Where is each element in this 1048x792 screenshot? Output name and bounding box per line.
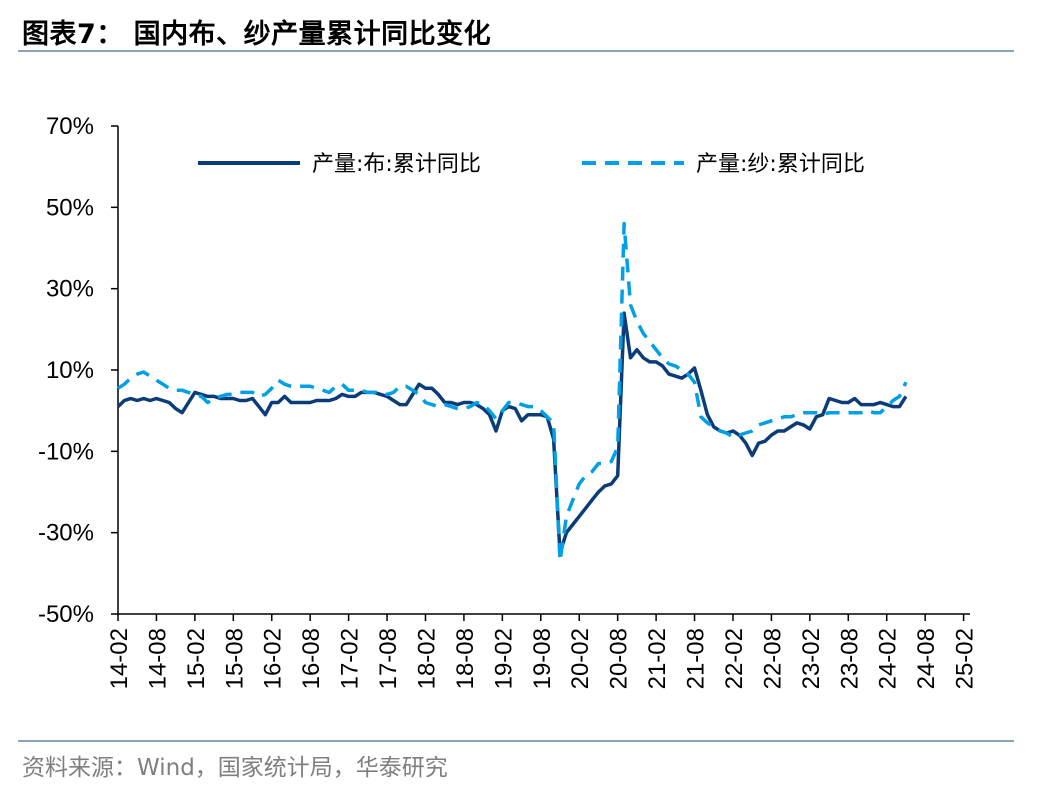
x-tick-label: 22-08: [759, 628, 786, 689]
y-tick-label: 30%: [46, 276, 94, 303]
chart-legend: 产量:布:累计同比 产量:纱:累计同比: [198, 152, 865, 177]
x-tick-label: 14-02: [106, 628, 133, 689]
legend-label: 产量:布:累计同比: [312, 152, 481, 177]
x-tick-label: 21-02: [644, 628, 671, 689]
x-tick-label: 16-02: [260, 628, 287, 689]
x-tick-label: 23-08: [836, 628, 863, 689]
x-tick-label: 17-02: [337, 628, 364, 689]
x-tick-label: 25-02: [952, 628, 979, 689]
x-tick-label: 18-08: [452, 628, 479, 689]
series-cloth-line: [116, 311, 908, 555]
y-tick-label: 50%: [46, 194, 94, 221]
title-divider: [18, 50, 1014, 52]
x-tick-label: 23-02: [798, 628, 825, 689]
y-tick-label: -30%: [38, 520, 94, 547]
source-divider: [18, 740, 1014, 742]
x-tick-label: 21-08: [683, 628, 710, 689]
x-tick-label: 14-08: [144, 628, 171, 689]
x-tick-label: 15-08: [221, 628, 248, 689]
y-tick-label: 10%: [46, 357, 94, 384]
x-tick-label: 20-02: [567, 628, 594, 689]
y-tick-label: -50%: [38, 601, 94, 628]
x-tick-label: 22-02: [721, 628, 748, 689]
line-chart: 70% 50% 30% 10% -10% -30% -50% 14-02 14-08 15-02 1…: [38, 113, 979, 689]
legend-label: 产量:纱:累计同比: [696, 152, 865, 177]
x-tick-label: 17-08: [375, 628, 402, 689]
figure-title: 图表7： 国内布、纱产量累计同比变化: [22, 19, 492, 50]
x-tick-label: 16-08: [298, 628, 325, 689]
y-tick-label: 70%: [46, 113, 94, 140]
x-tick-label: 19-02: [490, 628, 517, 689]
series-layer: [116, 221, 908, 563]
y-tick-label: -10%: [38, 438, 94, 465]
x-tick-label: 24-08: [913, 628, 940, 689]
series-yarn-line: [117, 221, 908, 563]
x-tick-label: 15-02: [183, 628, 210, 689]
x-tick-label: 20-08: [606, 628, 633, 689]
x-tick-label: 18-02: [413, 628, 440, 689]
chart-axes: 70% 50% 30% 10% -10% -30% -50% 14-02 14-08 15-02 1…: [38, 113, 979, 689]
source-note: 资料来源：Wind，国家统计局，华泰研究: [22, 755, 448, 781]
x-tick-label: 19-08: [529, 628, 556, 689]
x-tick-label: 24-02: [875, 628, 902, 689]
